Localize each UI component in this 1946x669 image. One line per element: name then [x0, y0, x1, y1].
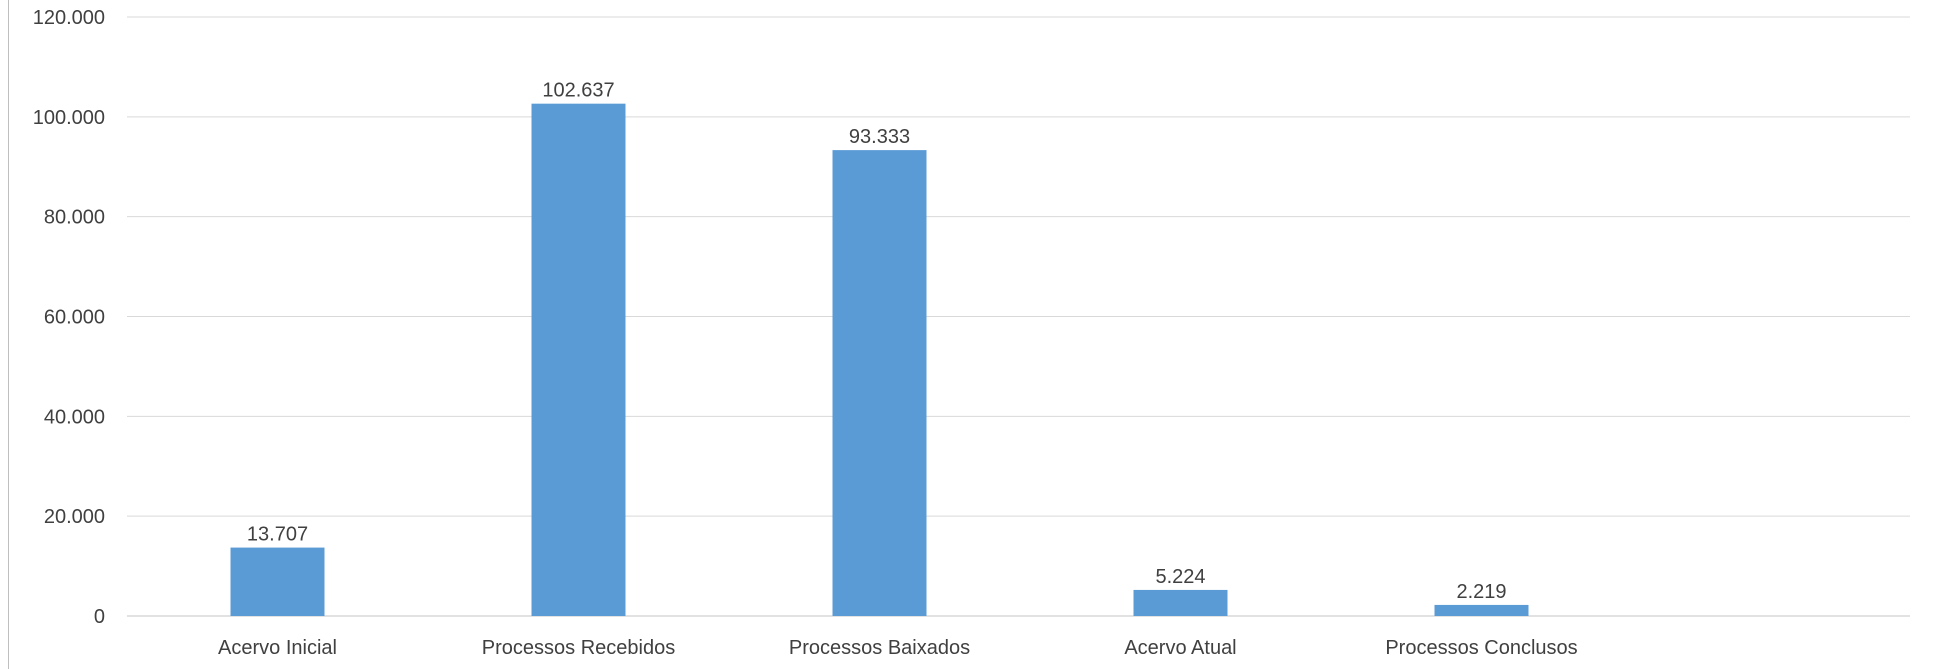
data-label: 2.219 [1456, 581, 1506, 603]
data-label: 102.637 [542, 80, 614, 102]
bars [230, 103, 1529, 617]
data-label: 5.224 [1155, 566, 1205, 588]
x-axis-category-labels: Acervo Inicial Processos Recebidos Process… [218, 637, 1578, 659]
x-category-label: Processos Baixados [789, 637, 970, 659]
y-tick-label: 100.000 [33, 107, 105, 129]
y-tick-label: 60.000 [44, 307, 105, 329]
bar [832, 150, 927, 616]
bar [531, 103, 626, 617]
x-category-label: Processos Recebidos [482, 637, 675, 659]
data-label: 93.333 [849, 126, 910, 148]
bar [1434, 604, 1529, 616]
y-tick-label: 40.000 [44, 406, 105, 428]
bar [230, 547, 325, 616]
y-tick-label: 120.000 [33, 7, 105, 29]
data-labels: 13.707 102.637 93.333 5.224 2.219 [247, 80, 1507, 603]
x-category-label: Acervo Inicial [218, 637, 337, 659]
gridlines [127, 16, 1910, 617]
x-category-label: Acervo Atual [1124, 637, 1236, 659]
x-category-label: Processos Conclusos [1385, 637, 1577, 659]
y-tick-label: 20.000 [44, 506, 105, 528]
bar [1133, 589, 1228, 616]
y-tick-label: 80.000 [44, 207, 105, 229]
y-axis-tick-labels: 0 20.000 40.000 60.000 80.000 100.000 120.000 [33, 7, 105, 628]
y-tick-label: 0 [94, 606, 105, 628]
data-label: 13.707 [247, 524, 308, 546]
chart-left-border [8, 0, 9, 669]
